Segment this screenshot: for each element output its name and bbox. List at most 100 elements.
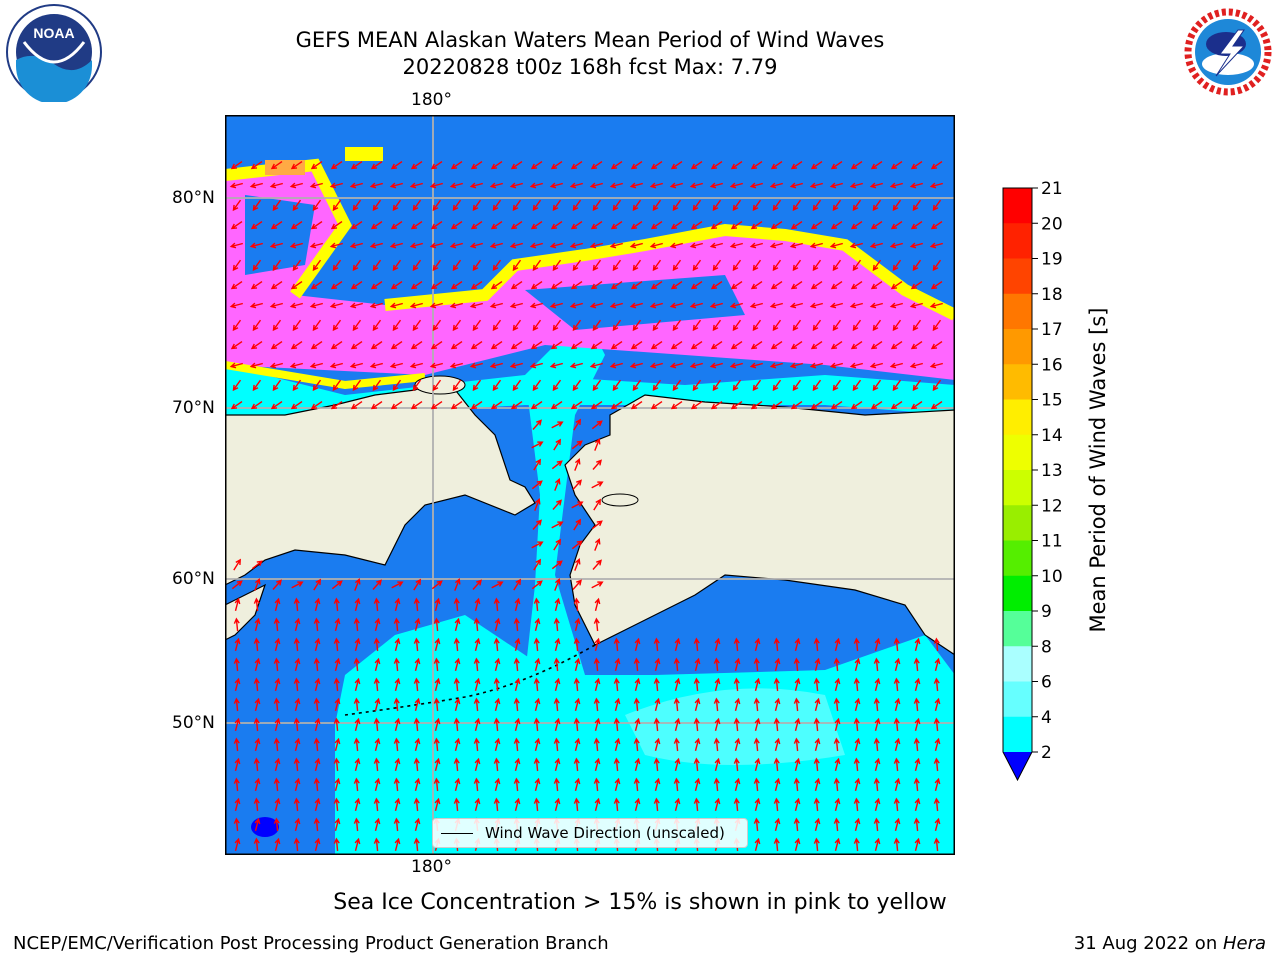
- chart-title: GEFS MEAN Alaskan Waters Mean Period of …: [295, 28, 885, 52]
- wave-direction-arrow: [290, 221, 303, 230]
- wave-direction-arrow: [573, 757, 580, 772]
- wave-direction-arrow: [850, 401, 863, 410]
- wave-direction-arrow: [672, 379, 682, 392]
- wave-direction-arrow: [314, 757, 321, 771]
- wave-direction-arrow: [934, 737, 941, 751]
- wave-direction-arrow: [749, 182, 763, 189]
- wave-direction-arrow: [393, 657, 400, 672]
- wave-direction-arrow: [573, 677, 580, 692]
- wave-direction-arrow: [390, 281, 403, 290]
- wave-direction-arrow: [829, 302, 843, 309]
- wave-direction-arrow: [652, 319, 662, 332]
- wave-direction-arrow: [253, 677, 260, 692]
- wave-direction-arrow: [469, 242, 483, 249]
- wave-direction-arrow: [234, 597, 241, 611]
- wave-direction-arrow: [329, 242, 343, 249]
- wave-direction-arrow: [513, 697, 520, 712]
- wave-direction-arrow: [412, 199, 422, 212]
- wave-direction-arrow: [230, 281, 243, 290]
- wave-direction-arrow: [613, 757, 620, 772]
- wave-direction-arrow: [389, 302, 403, 309]
- wave-direction-arrow: [494, 657, 501, 671]
- wave-direction-arrow: [533, 757, 540, 772]
- wave-direction-arrow: [554, 597, 561, 611]
- wave-direction-arrow: [254, 578, 261, 591]
- wave-direction-arrow: [470, 221, 483, 230]
- wave-direction-arrow: [433, 697, 440, 712]
- wave-direction-arrow: [632, 319, 642, 332]
- wave-direction-arrow: [872, 259, 882, 272]
- wave-direction-arrow: [534, 498, 541, 511]
- wave-direction-arrow: [732, 259, 742, 272]
- wave-direction-arrow: [354, 578, 361, 591]
- wave-direction-arrow: [714, 637, 721, 651]
- wave-direction-arrow: [472, 199, 482, 212]
- colorbar-band: [1003, 329, 1032, 365]
- wave-direction-arrow: [654, 697, 661, 711]
- wave-direction-arrow: [834, 717, 841, 731]
- wave-direction-arrow: [413, 717, 420, 732]
- wave-direction-arrow: [734, 777, 741, 791]
- colorbar-band: [1003, 470, 1032, 506]
- wave-direction-arrow: [790, 401, 803, 410]
- wave-direction-arrow: [629, 362, 643, 369]
- wave-direction-arrow: [593, 617, 600, 632]
- sea-ice-note: Sea Ice Concentration > 15% is shown in …: [333, 890, 947, 915]
- wave-direction-arrow: [450, 281, 463, 290]
- wave-direction-arrow: [632, 379, 642, 392]
- land-alaska: [564, 394, 955, 656]
- wave-direction-arrow: [689, 182, 703, 189]
- wave-direction-arrow: [414, 777, 421, 791]
- wave-direction-arrow: [873, 777, 880, 792]
- wave-direction-arrow: [393, 617, 400, 632]
- wave-direction-arrow: [531, 480, 543, 490]
- wave-direction-arrow: [729, 242, 743, 249]
- wave-direction-arrow: [314, 797, 321, 811]
- wave-direction-arrow: [492, 199, 502, 212]
- wave-direction-arrow: [773, 757, 780, 772]
- wave-direction-arrow: [933, 757, 940, 772]
- wave-direction-arrow: [573, 637, 580, 652]
- wave-direction-arrow: [410, 161, 423, 170]
- wave-direction-arrow: [333, 757, 340, 772]
- wave-direction-arrow: [591, 481, 604, 489]
- wave-direction-arrow: [249, 362, 263, 369]
- wave-direction-arrow: [913, 657, 920, 672]
- colorbar-band: [1003, 399, 1032, 436]
- wave-direction-arrow: [553, 657, 560, 672]
- wave-direction-arrow: [670, 161, 683, 170]
- wave-direction-arrow: [429, 302, 443, 309]
- wave-direction-arrow: [392, 259, 402, 272]
- wave-direction-arrow: [833, 777, 840, 792]
- wave-direction-arrow: [229, 182, 243, 189]
- wave-direction-arrow: [394, 757, 401, 771]
- wave-direction-arrow: [229, 362, 243, 369]
- wave-direction-arrow: [869, 182, 883, 189]
- wave-direction-arrow: [449, 302, 463, 309]
- wave-direction-arrow: [729, 362, 743, 369]
- wave-direction-arrow: [429, 242, 443, 249]
- wave-direction-arrow: [792, 199, 802, 212]
- wave-direction-arrow: [254, 657, 261, 671]
- wave-direction-arrow: [433, 617, 440, 632]
- wave-direction-arrow: [894, 817, 901, 831]
- wave-direction-arrow: [874, 637, 881, 651]
- wave-direction-arrow: [232, 319, 242, 332]
- wave-direction-arrow: [594, 637, 601, 651]
- wave-direction-arrow: [231, 580, 243, 590]
- wave-direction-arrow: [310, 341, 323, 350]
- wave-direction-arrow: [410, 281, 423, 290]
- wave-direction-arrow: [474, 757, 481, 771]
- wave-direction-arrow: [489, 302, 503, 309]
- wave-direction-arrow: [591, 520, 603, 530]
- wave-direction-arrow: [354, 717, 361, 731]
- wave-direction-arrow: [893, 797, 900, 812]
- wave-direction-arrow: [553, 538, 561, 551]
- wave-direction-arrow: [634, 637, 641, 651]
- wave-direction-arrow: [533, 458, 541, 471]
- wave-direction-arrow: [730, 281, 743, 290]
- wave-direction-arrow: [450, 221, 463, 230]
- wave-direction-arrow: [769, 242, 783, 249]
- wave-direction-arrow: [372, 199, 382, 212]
- wave-direction-arrow: [554, 578, 561, 591]
